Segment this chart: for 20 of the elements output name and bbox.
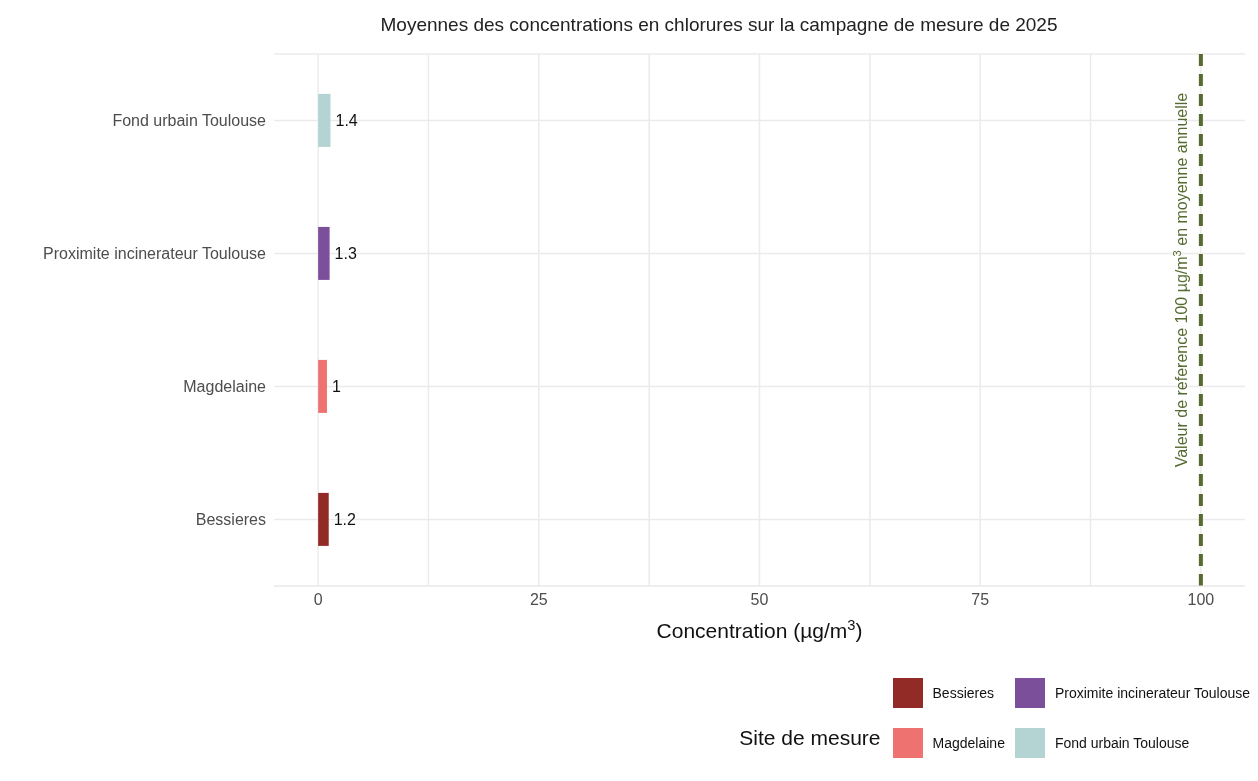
data-label: 1.4 [335,111,358,129]
legend-label: Fond urbain Toulouse [1054,735,1190,751]
chart-title: Moyennes des concentrations en chlorures sur la campagne de mesure de 2025 [379,13,1059,37]
x-tick-label: 0 [313,591,323,609]
y-tick-label: Bessieres [195,511,266,529]
legend-label: Proximite incinerateur Toulouse [1054,685,1250,701]
x-tick-label: 25 [529,591,548,609]
x-tick-label: 50 [750,591,769,609]
data-label: 1.2 [333,510,357,528]
x-axis-title: Concentration (µg/m$^{3}$) [656,617,863,642]
data-label: 1.3 [334,244,357,262]
y-tick-label: Proximite incinerateur Toulouse [43,245,267,263]
y-tick-label: Fond urbain Toulouse [112,112,267,130]
legend-title: Site de mesure [739,726,881,750]
legend-label: Magdelaine [932,735,1005,751]
y-tick-label: Magdelaine [183,378,267,396]
x-tick-label: 100 [1187,591,1215,609]
legend-label: Bessieres [932,685,994,701]
data-label: 1 [331,377,341,395]
x-tick-label: 75 [971,591,990,609]
